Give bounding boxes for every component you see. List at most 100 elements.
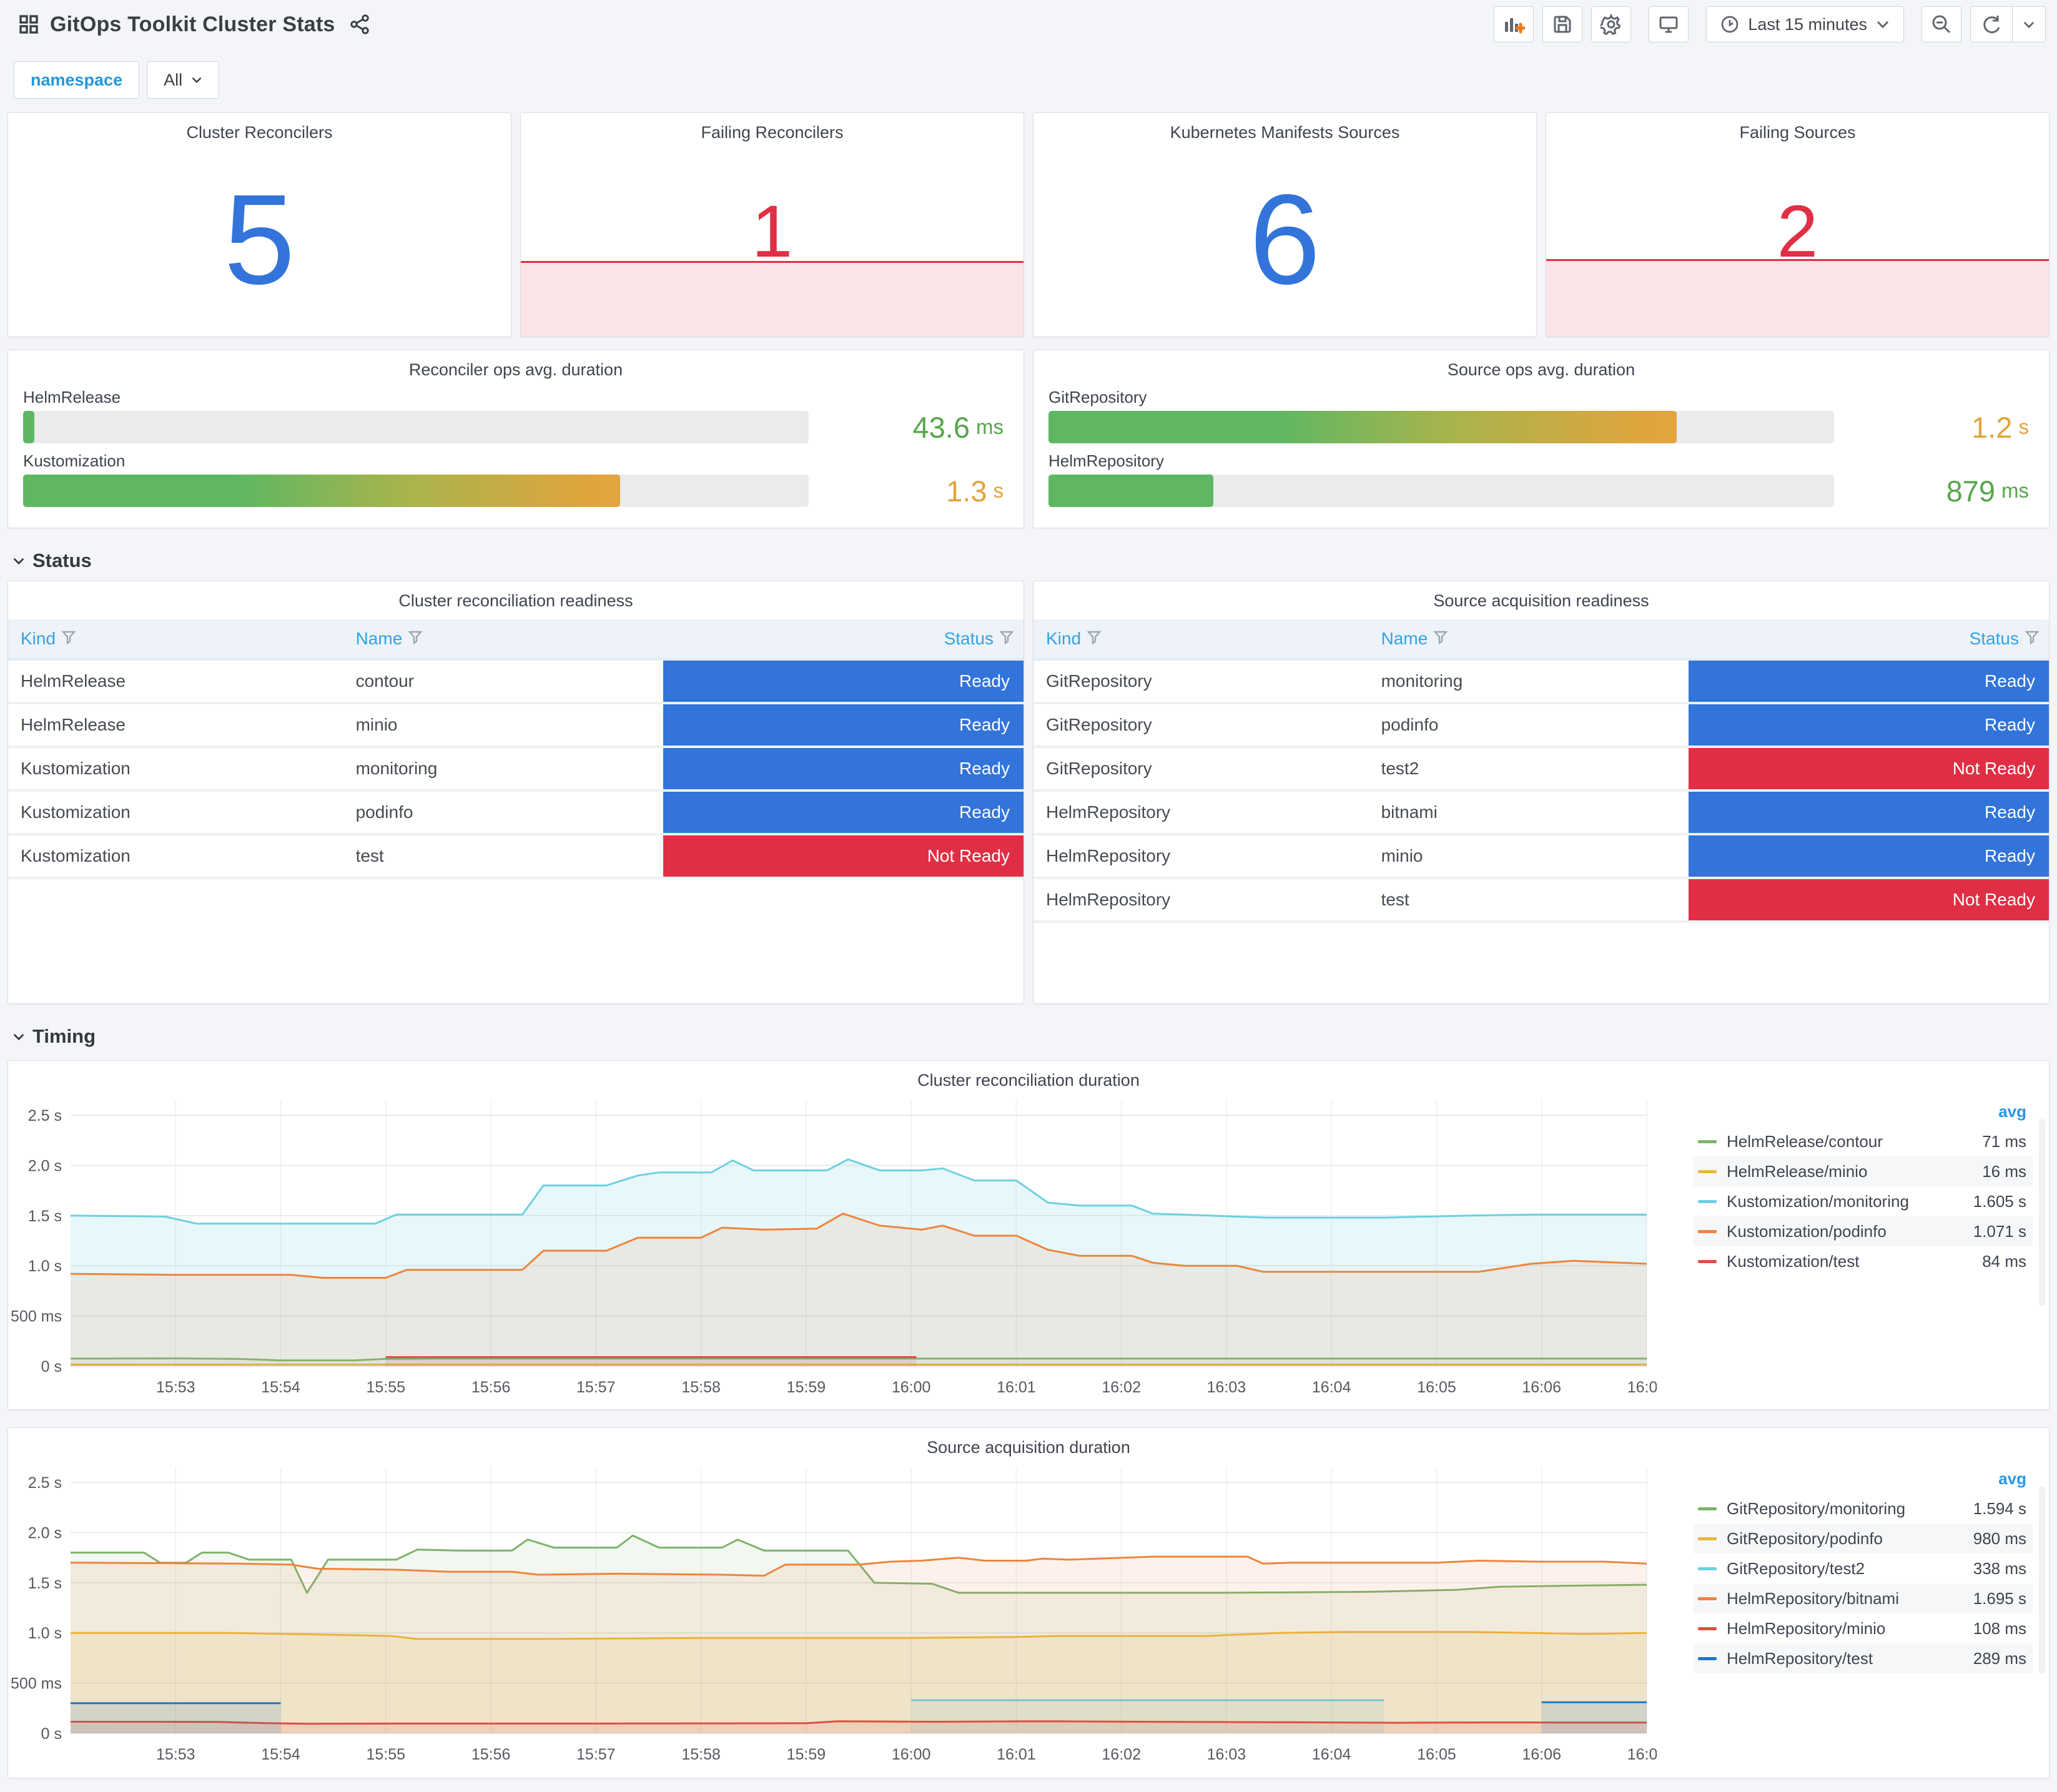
legend-series-name[interactable]: GitRepository/test2 [1727,1558,1865,1578]
chart-plot-area[interactable]: 0 s 500 ms 1.0 s 1.5 s 2.0 s 2.5 s 15:53 15:54 1… [8,1090,1674,1409]
table: Kind Name Status HelmRelease contour Ready Hel… [8,619,1024,879]
stat-panel-title[interactable]: Failing Sources [1739,123,1856,142]
legend-item: HelmRepository/minio 108 ms [1693,1613,2033,1643]
filter-icon[interactable] [2025,629,2040,649]
time-range-picker[interactable]: Last 15 minutes [1706,6,1904,42]
legend-series-name[interactable]: Kustomization/monitoring [1727,1191,1909,1211]
column-header-label: Kind [21,629,56,648]
filter-icon[interactable] [1433,629,1448,649]
variable-namespace-value: All [164,70,183,89]
refresh-interval-chevron-icon[interactable] [2013,7,2045,42]
legend-item: Kustomization/podinfo 1.071 s [1693,1216,2033,1246]
gauge-value-unit: ms [976,415,1004,438]
legend-scrollbar[interactable] [2039,1486,2045,1673]
legend-scrollbar[interactable] [2039,1119,2045,1306]
svg-text:500 ms: 500 ms [11,1675,62,1693]
gauge-row-label: Kustomization [23,451,126,470]
stat-panel-title[interactable]: Failing Reconcilers [701,123,844,142]
legend-avg-header[interactable]: avg [1998,1101,2026,1121]
column-header-label: Name [355,629,403,648]
table-row: GitRepository test2 Not Ready [1033,748,2049,792]
legend-series-name[interactable]: GitRepository/monitoring [1727,1499,1906,1518]
table-row: HelmRepository bitnami Ready [1033,792,2049,835]
gauge-panel-title[interactable]: Source ops avg. duration [1447,360,1635,379]
filter-icon[interactable] [1087,629,1102,649]
chart-panel-title[interactable]: Source acquisition duration [927,1438,1130,1457]
cell-name: monitoring [355,759,438,778]
chart-plot-area[interactable]: 0 s 500 ms 1.0 s 1.5 s 2.0 s 2.5 s 15:53 15:54 1… [8,1457,1674,1778]
cell-name: minio [1381,846,1423,865]
column-header-status[interactable]: Status [663,619,1024,658]
chart-panel-title[interactable]: Cluster reconciliation duration [917,1071,1140,1090]
column-header-name[interactable]: Name [343,619,663,658]
legend-series-name[interactable]: HelmRepository/bitnami [1727,1588,1899,1608]
variable-namespace-label[interactable]: namespace [14,61,140,99]
chart-legend: avg HelmRelease/contour 71 ms HelmRelease/m… [1674,1090,2049,1409]
column-header-kind[interactable]: Kind [8,619,343,658]
gauge-value-number: 43.6 [912,410,970,444]
save-dashboard-button[interactable] [1542,6,1583,42]
svg-text:15:54: 15:54 [261,1746,300,1763]
section-timing[interactable]: Timing [7,1024,2050,1049]
dashboard-settings-button[interactable] [1591,6,1632,42]
stat-panel-body: 6 [1033,142,1536,337]
legend-series-name[interactable]: HelmRelease/minio [1727,1161,1868,1181]
cell-name: contour [355,671,414,691]
section-status[interactable]: Status [7,548,2050,573]
stat-panel-body: 1 [521,142,1024,337]
stat-panel-1: Failing Reconcilers 1 [520,112,1024,337]
legend-series-name[interactable]: Kustomization/test [1727,1251,1860,1271]
column-header-status[interactable]: Status [1689,619,2049,658]
filter-icon[interactable] [999,629,1014,649]
status-badge: Ready [663,748,1024,789]
zoom-out-time-button[interactable] [1921,6,1961,42]
svg-text:16:05: 16:05 [1417,1379,1456,1396]
svg-text:2.0 s: 2.0 s [28,1158,62,1175]
share-icon[interactable] [350,14,371,35]
legend-series-name[interactable]: HelmRepository/test [1727,1648,1873,1668]
gauge-panel-title[interactable]: Reconciler ops avg. duration [408,360,623,379]
gauge-fill [1048,411,1677,443]
refresh-icon[interactable] [1971,7,2012,42]
column-header-label: Name [1381,629,1428,648]
legend-series-name[interactable]: GitRepository/podinfo [1727,1529,1883,1548]
clock-icon [1720,15,1739,34]
variable-namespace-value-dropdown[interactable]: All [147,61,220,99]
gauge-value-unit: s [2018,415,2030,438]
filter-icon[interactable] [61,629,76,649]
legend-series-name[interactable]: Kustomization/podinfo [1727,1221,1887,1241]
legend-series-name[interactable]: HelmRelease/contour [1727,1131,1883,1151]
legend-series-name[interactable]: HelmRepository/minio [1727,1618,1886,1638]
gauge-row: HelmRelease 43.6 ms [23,388,1009,444]
legend-item: Kustomization/test 84 ms [1693,1246,2033,1276]
stat-panel-body: 2 [1546,142,2049,337]
cycle-view-mode-button[interactable] [1649,6,1689,42]
svg-text:16:06: 16:06 [1522,1379,1561,1396]
add-panel-button[interactable] [1494,6,1534,42]
status-badge: Ready [1688,835,2049,877]
svg-text:15:54: 15:54 [261,1379,300,1396]
stat-panel-3: Failing Sources 2 [1546,112,2050,337]
column-header-name[interactable]: Name [1369,619,1689,658]
legend-series-color [1698,1259,1717,1263]
gauge-row: Kustomization 1.3 s [23,451,1009,508]
refresh-button-group[interactable] [1970,6,2046,42]
legend-avg-header[interactable]: avg [1998,1469,2026,1488]
cell-status: Not Ready [1688,748,2049,789]
gauge-value: 43.6 ms [809,410,1009,444]
legend-series-color [1698,1537,1717,1540]
column-header-kind[interactable]: Kind [1033,619,1369,658]
table-panel-title[interactable]: Cluster reconciliation readiness [398,591,633,610]
legend-series-avg: 980 ms [1973,1529,2026,1548]
stat-panel-title[interactable]: Kubernetes Manifests Sources [1170,123,1400,142]
gauge-row: HelmRepository 879 ms [1048,451,2034,508]
stat-panel-title[interactable]: Cluster Reconcilers [186,123,333,142]
add-panel-icon [1502,13,1526,36]
cell-kind: HelmRelease [21,715,126,734]
chevron-down-icon [192,77,202,84]
chevron-down-icon [1876,20,1890,29]
table-panel-title[interactable]: Source acquisition readiness [1433,591,1649,610]
table-panel-1: Source acquisition readiness Kind Name Stat… [1033,581,2050,1004]
filter-icon[interactable] [408,629,423,649]
cell-kind: Kustomization [21,759,131,778]
